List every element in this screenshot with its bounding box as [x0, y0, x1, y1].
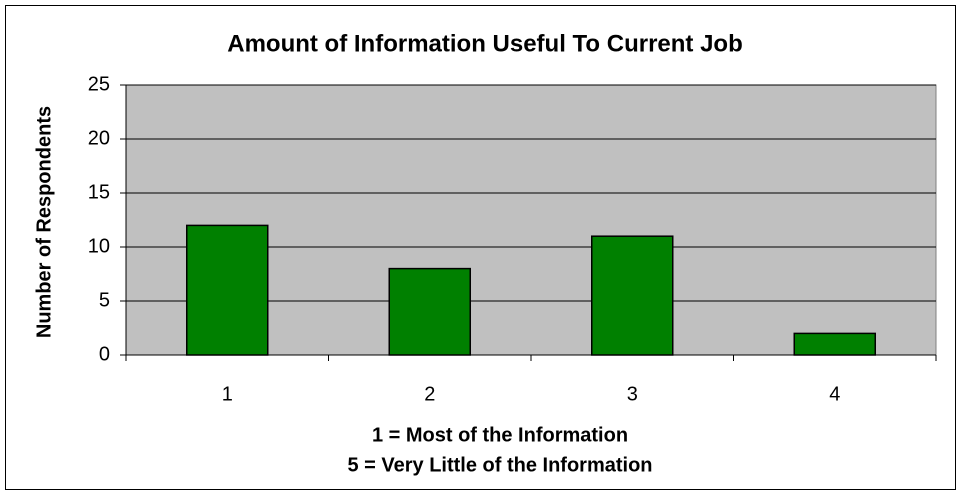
- x-tick-label: 3: [627, 383, 638, 405]
- bar: [388, 267, 471, 356]
- y-tick-label: 15: [88, 181, 110, 203]
- x-tick-label: 1: [222, 383, 233, 405]
- x-axis-label: 1 = Most of the Information: [372, 424, 628, 446]
- y-axis-label: Number of Respondents: [33, 106, 55, 338]
- y-tick-label: 25: [88, 73, 110, 95]
- y-tick-label: 0: [99, 343, 110, 365]
- y-tick-label: 20: [88, 127, 110, 149]
- bar: [186, 224, 269, 356]
- y-tick-label: 10: [88, 235, 110, 257]
- bar: [591, 235, 674, 356]
- x-axis-label: 5 = Very Little of the Information: [347, 454, 652, 476]
- bar: [793, 332, 876, 356]
- x-tick-label: 2: [424, 383, 435, 405]
- chart-title: Amount of Information Useful To Current …: [227, 30, 743, 57]
- x-tick-label: 4: [829, 383, 840, 405]
- y-tick-label: 5: [99, 289, 110, 311]
